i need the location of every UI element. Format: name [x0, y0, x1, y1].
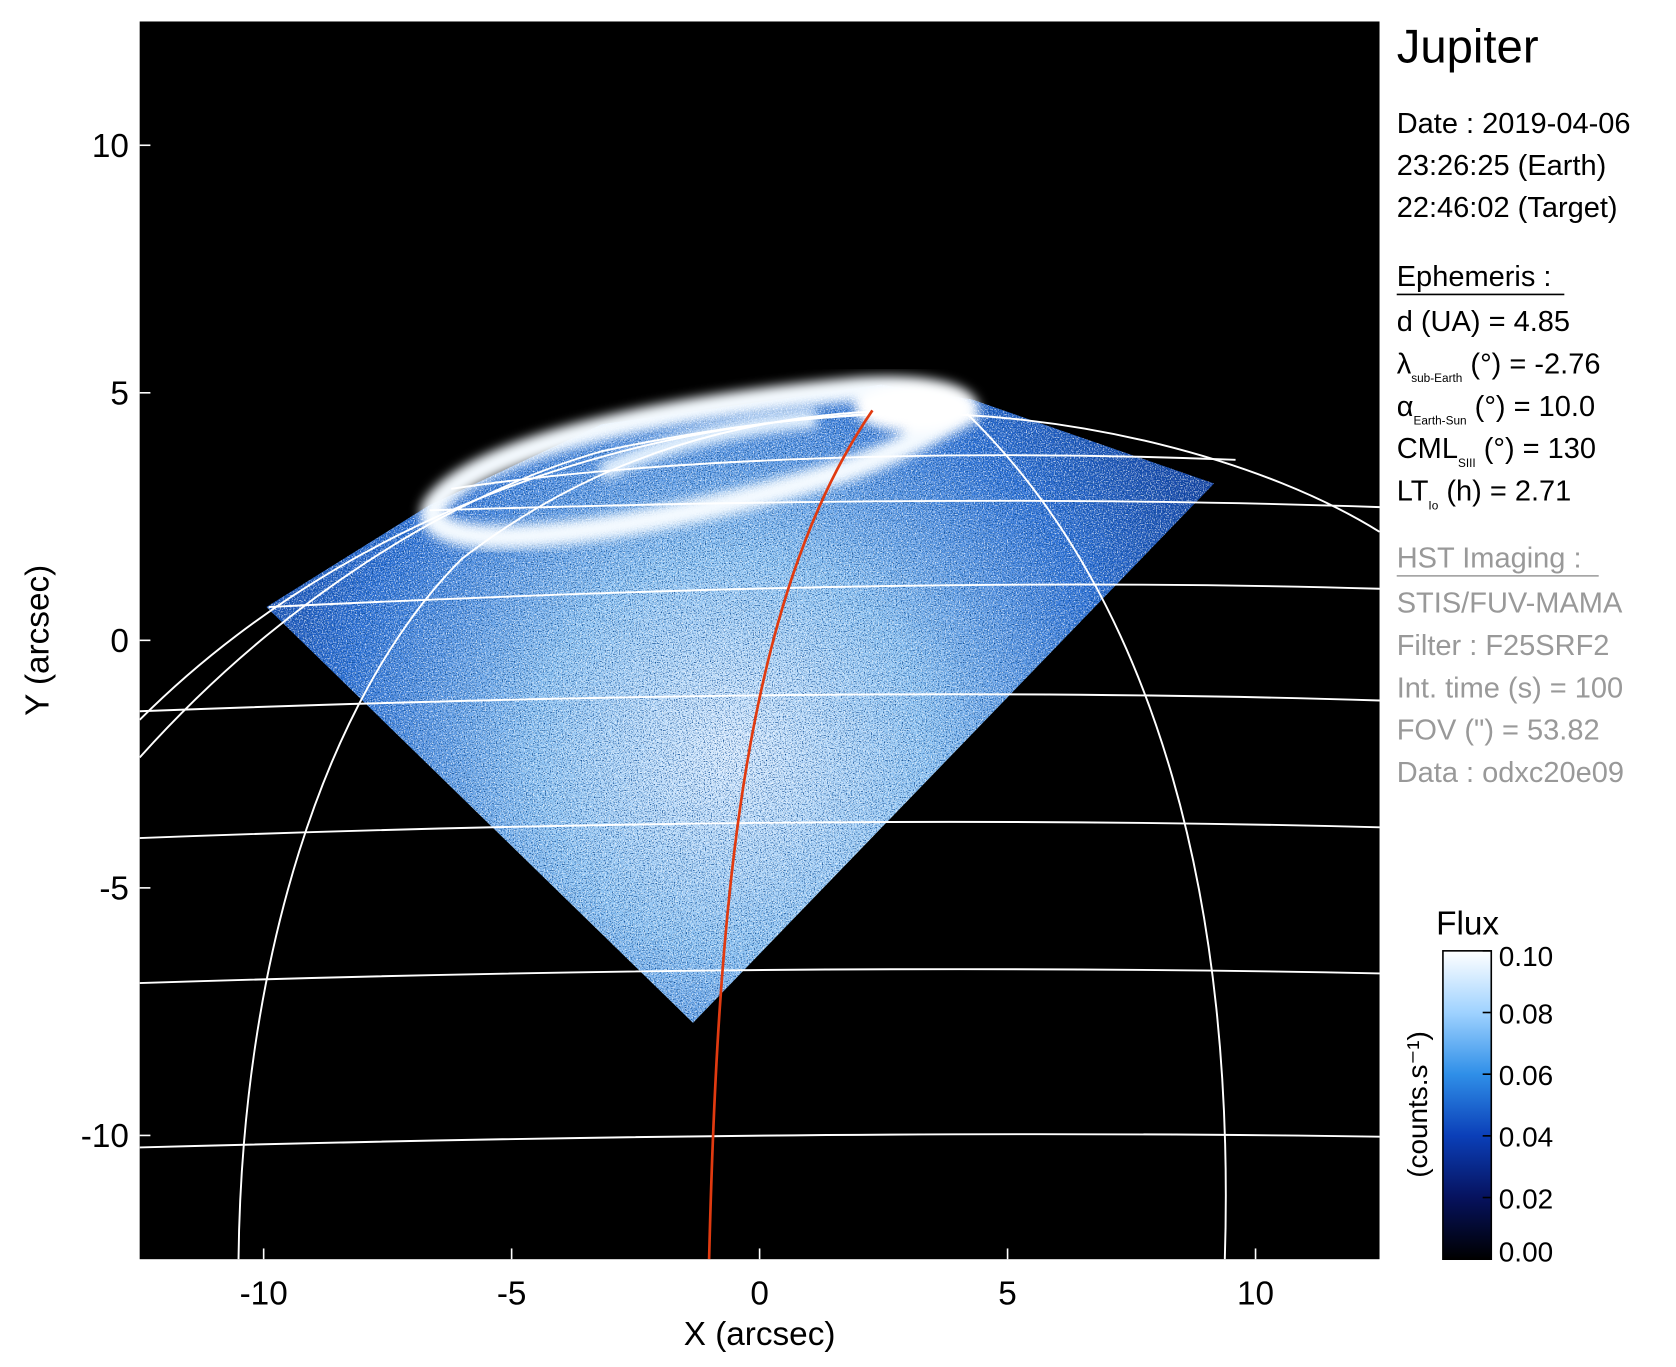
latitude [139, 968, 1380, 985]
figure: X (arcsec) Y (arcsec) Jupiter -10 -5 0 5 10 -… [19, 20, 1630, 1353]
ephemeris-line: CMLSIII (°) = 130 [1397, 433, 1596, 470]
ephemeris-name: λ [1397, 348, 1412, 380]
x-axis-label: X (arcsec) [684, 1316, 836, 1353]
x-tick-label: -10 [240, 1275, 288, 1312]
meridian [237, 409, 903, 1260]
ephemeris-rest: = 4.85 [1481, 306, 1571, 338]
ephemeris-line: LTIo (h) = 2.71 [1397, 476, 1572, 513]
latitude [268, 583, 1380, 609]
hst-title: HST Imaging : [1397, 542, 1582, 574]
y-tick-label: -10 [81, 1118, 129, 1155]
ephemeris-line: λsub-Earth (°) = -2.76 [1397, 348, 1601, 385]
colorbar-tick-label: 0.00 [1499, 1236, 1553, 1267]
x-tick-label: 10 [1237, 1275, 1274, 1312]
ephemeris-sub: SIII [1458, 456, 1476, 470]
planet-grid [139, 409, 1380, 1260]
hst-line: Data : odxc20e09 [1397, 757, 1624, 789]
image [139, 376, 1380, 1260]
colorbar-tick-label: 0.10 [1499, 941, 1553, 972]
hst-line: FOV (") = 53.82 [1397, 715, 1600, 747]
x-tick-label: -5 [497, 1275, 527, 1312]
latitude [139, 820, 1380, 839]
y-tick-label: 10 [92, 128, 129, 165]
colorbar-tick-label: 0.08 [1499, 998, 1553, 1029]
ephemeris-name: d (UA) [1397, 306, 1481, 338]
x-tick-label: 0 [750, 1275, 769, 1312]
ephemeris-rest: (°) = -2.76 [1462, 348, 1600, 380]
y-tick-label: 0 [110, 623, 129, 660]
io-footprint [707, 409, 874, 1260]
ephemeris-line: d (UA) = 4.85 [1397, 306, 1570, 338]
colorbar-label: (counts.s⁻¹) [1402, 1031, 1433, 1178]
info-title: Jupiter [1397, 20, 1539, 73]
y-tick-label: -5 [99, 871, 129, 908]
colorbar-tick-label: 0.02 [1499, 1183, 1553, 1214]
date-line: 23:26:25 (Earth) [1397, 150, 1607, 182]
ephemeris-name: α [1397, 391, 1414, 423]
ephemeris-name: LT [1397, 476, 1429, 508]
latitude [139, 693, 1380, 713]
colorbar-tick-label: 0.06 [1499, 1060, 1553, 1091]
date-line: 22:46:02 (Target) [1397, 192, 1618, 224]
ephemeris-rest: (h) = 2.71 [1438, 476, 1571, 508]
hst-line: STIS/FUV-MAMA [1397, 587, 1623, 619]
date-line: Date : 2019-04-06 [1397, 108, 1631, 140]
colorbar [1442, 950, 1493, 1261]
colorbar-title: Flux [1436, 906, 1499, 943]
hst-line: Filter : F25SRF2 [1397, 630, 1610, 662]
meridian [966, 412, 1227, 1260]
ephemeris-sub: Earth-Sun [1413, 413, 1466, 427]
meridian [139, 412, 924, 759]
ephemeris-rest: (°) = 130 [1476, 433, 1596, 465]
latitude [139, 1133, 1380, 1149]
latitude [451, 454, 1236, 490]
latitude [429, 499, 1380, 512]
y-axis-label: Y (arcsec) [19, 565, 56, 716]
ephemeris-sub: sub-Earth [1411, 371, 1462, 385]
ephemeris-name: CML [1397, 433, 1458, 465]
ephemeris-title: Ephemeris : [1397, 261, 1552, 293]
ephemeris-rest: (°) = 10.0 [1467, 391, 1595, 423]
x-tick-label: 5 [998, 1275, 1017, 1312]
ephemeris-line: αEarth-Sun (°) = 10.0 [1397, 391, 1595, 428]
colorbar-tick-label: 0.04 [1499, 1122, 1553, 1153]
hst-line: Int. time (s) = 100 [1397, 672, 1623, 704]
y-tick-label: 5 [110, 376, 129, 413]
ephemeris-sub: Io [1428, 498, 1438, 512]
